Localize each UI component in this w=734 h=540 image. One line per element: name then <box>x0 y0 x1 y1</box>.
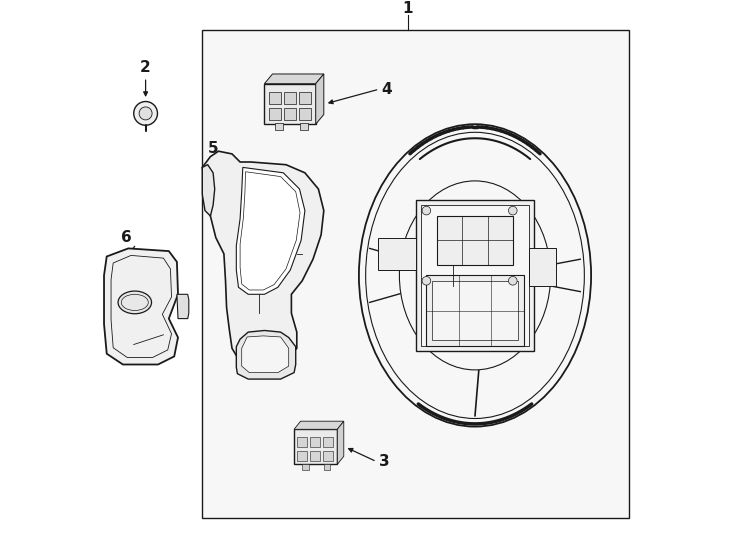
Text: 6: 6 <box>121 230 132 245</box>
Bar <box>310 437 320 447</box>
Polygon shape <box>241 336 288 373</box>
Circle shape <box>139 107 152 120</box>
Bar <box>529 248 556 286</box>
Bar <box>324 464 330 470</box>
Circle shape <box>134 102 158 125</box>
Bar <box>421 205 529 346</box>
Bar <box>302 464 309 470</box>
Bar <box>269 92 280 104</box>
Polygon shape <box>236 167 305 294</box>
Bar <box>264 84 316 124</box>
Ellipse shape <box>118 291 151 314</box>
Bar <box>269 108 280 120</box>
Bar <box>299 123 308 130</box>
Circle shape <box>509 206 517 215</box>
Bar <box>426 275 523 346</box>
Polygon shape <box>104 248 178 364</box>
Ellipse shape <box>366 132 584 418</box>
Bar <box>310 451 320 461</box>
Text: 1: 1 <box>402 1 413 16</box>
Bar <box>294 429 338 464</box>
Polygon shape <box>264 74 324 84</box>
Ellipse shape <box>399 181 550 370</box>
Circle shape <box>509 276 517 285</box>
Bar <box>432 281 518 340</box>
Text: 3: 3 <box>379 454 390 469</box>
Bar <box>415 200 534 351</box>
Bar <box>284 92 296 104</box>
Bar <box>323 451 333 461</box>
Circle shape <box>422 276 431 285</box>
Polygon shape <box>236 330 296 379</box>
Polygon shape <box>177 294 189 319</box>
Bar <box>297 451 307 461</box>
Text: 4: 4 <box>382 82 392 97</box>
Bar <box>323 437 333 447</box>
Polygon shape <box>203 165 215 216</box>
Bar <box>299 92 310 104</box>
Bar <box>275 123 283 130</box>
Bar <box>297 437 307 447</box>
Bar <box>437 216 513 265</box>
Polygon shape <box>203 151 324 370</box>
Bar <box>378 238 415 270</box>
Polygon shape <box>316 74 324 124</box>
Bar <box>299 108 310 120</box>
Bar <box>203 30 629 518</box>
Text: 2: 2 <box>140 60 151 75</box>
Circle shape <box>422 206 431 215</box>
Text: 5: 5 <box>208 141 219 156</box>
Polygon shape <box>294 421 344 429</box>
Polygon shape <box>338 421 344 464</box>
Bar <box>284 108 296 120</box>
